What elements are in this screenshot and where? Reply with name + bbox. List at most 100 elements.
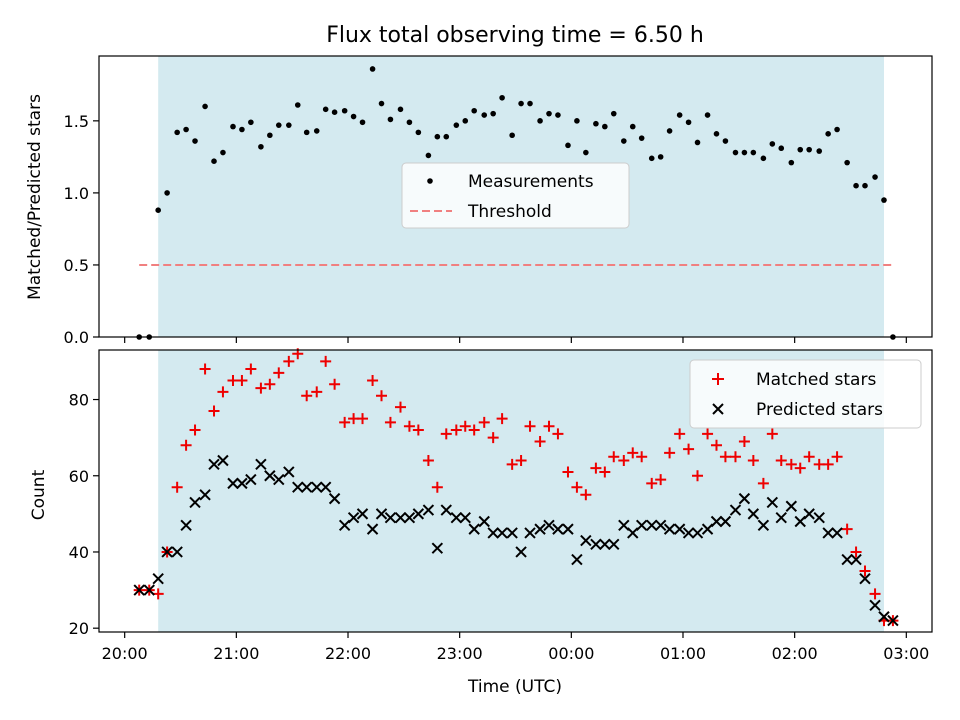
x-tick-label: 02:00 <box>772 644 818 663</box>
data-point <box>319 481 332 493</box>
plot-frame <box>98 349 933 633</box>
x-tick-label: 01:00 <box>660 644 706 663</box>
data-point <box>666 128 673 134</box>
data-point <box>610 110 617 117</box>
data-point <box>683 443 695 455</box>
data-point <box>468 424 480 436</box>
data-point <box>283 466 295 478</box>
data-point <box>506 527 518 539</box>
data-point <box>199 489 211 501</box>
data-point <box>534 435 546 447</box>
data-point <box>537 118 543 124</box>
data-point <box>571 553 583 566</box>
data-point <box>629 123 636 130</box>
data-point <box>646 519 658 532</box>
data-point <box>412 424 424 436</box>
bottom-y-axis-label: Count <box>29 469 49 520</box>
data-point <box>450 511 463 524</box>
data-point <box>844 159 850 166</box>
data-point <box>571 481 583 493</box>
y-tick-label: 40 <box>69 543 89 562</box>
x-tick-label: 22:00 <box>325 644 371 663</box>
data-point <box>729 451 741 463</box>
data-point <box>775 511 787 524</box>
data-point <box>794 462 806 474</box>
data-point <box>627 447 639 459</box>
data-point <box>682 527 695 539</box>
data-point <box>164 190 170 196</box>
data-point <box>757 477 769 489</box>
data-point <box>546 110 552 117</box>
data-point <box>230 123 236 130</box>
data-point <box>255 382 267 394</box>
x-tick-label: 21:00 <box>213 644 259 663</box>
data-point <box>878 611 890 623</box>
data-point <box>732 149 739 156</box>
data-point <box>267 132 273 139</box>
data-point <box>555 112 561 118</box>
data-point <box>853 182 859 189</box>
data-point <box>664 447 676 459</box>
data-point <box>292 481 304 493</box>
data-point <box>825 131 831 137</box>
data-point <box>189 496 201 509</box>
data-point <box>638 135 645 141</box>
data-point <box>803 508 815 520</box>
data-point <box>654 519 667 532</box>
data-point <box>593 120 599 127</box>
data-point <box>422 455 434 467</box>
data-point <box>152 588 164 600</box>
data-point <box>453 122 460 128</box>
data-point <box>264 470 276 482</box>
data-point <box>403 511 416 524</box>
data-point <box>434 133 441 140</box>
data-point <box>406 119 413 126</box>
data-point <box>729 504 742 516</box>
data-point <box>813 511 825 524</box>
data-point <box>509 132 515 139</box>
data-point <box>155 207 161 213</box>
data-point <box>806 146 812 153</box>
data-point <box>543 420 555 432</box>
data-point <box>431 542 444 554</box>
data-point <box>797 146 804 153</box>
data-point <box>862 182 868 189</box>
data-point <box>384 511 397 524</box>
legend-label-threshold: Threshold <box>467 202 552 222</box>
data-point <box>692 470 704 482</box>
data-point <box>590 538 602 551</box>
data-point <box>602 123 608 130</box>
data-point <box>369 66 376 72</box>
data-point <box>574 118 580 124</box>
series-predicted-stars <box>133 454 899 627</box>
data-point <box>199 363 211 375</box>
data-point <box>387 116 394 123</box>
top-y-axis-label: Matched/Predicted stars <box>25 94 45 300</box>
data-point <box>490 110 496 117</box>
data-point <box>524 420 536 432</box>
data-point <box>192 138 198 144</box>
data-point <box>339 416 351 428</box>
y-tick-label: 0.5 <box>64 256 89 275</box>
data-point <box>887 614 899 627</box>
data-point <box>685 119 692 126</box>
data-point <box>422 504 435 516</box>
data-point <box>471 107 477 114</box>
count-panel: 20 40 60 80 20:00 21:00 22:00 23:00 00:00 01:00 02… <box>69 348 933 663</box>
data-point <box>778 145 785 152</box>
plot-frame <box>98 55 933 338</box>
data-point <box>440 504 452 516</box>
data-point <box>496 527 508 539</box>
data-point <box>636 451 648 463</box>
data-point <box>506 458 518 470</box>
data-point <box>608 538 620 551</box>
data-point <box>208 458 220 471</box>
data-point <box>741 149 748 156</box>
data-point <box>757 519 770 532</box>
data-point <box>180 519 192 532</box>
data-point <box>378 100 385 107</box>
data-point <box>171 481 183 493</box>
data-point <box>515 455 527 467</box>
data-point <box>403 420 415 432</box>
legend-box <box>401 162 630 229</box>
